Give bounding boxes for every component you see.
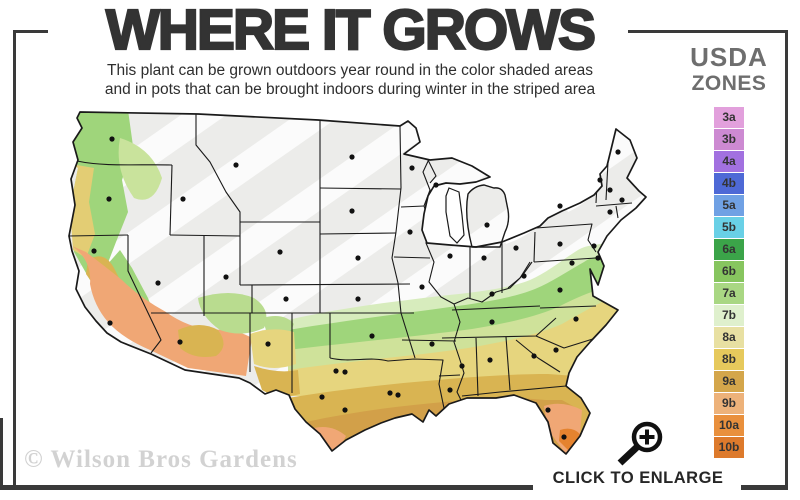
- zone-swatch-10a: 10a: [714, 415, 744, 437]
- zone-label: 4a: [722, 154, 736, 168]
- zone-label: 7b: [721, 308, 736, 322]
- zone-label: 8b: [721, 352, 736, 366]
- frame-top-left: [15, 30, 48, 33]
- zone-label: 10b: [718, 440, 740, 454]
- frame-left: [13, 30, 16, 488]
- legend-title-usda: USDA: [690, 42, 768, 72]
- michigan-mitten: [465, 184, 510, 248]
- click-to-enlarge-button[interactable]: CLICK TO ENLARGE: [552, 469, 724, 487]
- frame-right: [785, 30, 788, 488]
- zone-label: 9a: [722, 374, 736, 388]
- zone-label: 3a: [722, 110, 736, 124]
- header: WHERE IT GROWS This plant can be grown o…: [14, 0, 686, 99]
- zone-swatch-5b: 5b: [714, 217, 744, 239]
- zone-label: 6b: [721, 264, 736, 278]
- zone-swatch-9a: 9a: [714, 371, 744, 393]
- subtitle-line-1: This plant can be grown outdoors year ro…: [107, 62, 593, 79]
- zone-label: 9b: [721, 396, 736, 410]
- zone-label: 7a: [722, 286, 736, 300]
- zone-swatch-9b: 9b: [714, 393, 744, 415]
- zone-swatch-6a: 6a: [714, 239, 744, 261]
- zone-label: 3b: [721, 132, 736, 146]
- zone-swatch-3b: 3b: [714, 129, 744, 151]
- zone-swatch-7b: 7b: [714, 305, 744, 327]
- city-dots: [91, 136, 625, 440]
- legend-zones: 3a 3b 4a 4b 5a 5b 6a 6b 7a 7b 8a 8b 9a 9b 10a 10b: [679, 107, 779, 459]
- frame-outer-left-edge: [0, 418, 3, 488]
- zone-label: 8a: [722, 330, 736, 344]
- zone-swatch-4a: 4a: [714, 151, 744, 173]
- page-title: WHERE IT GROWS: [105, 0, 597, 62]
- zone-swatch-5a: 5a: [714, 195, 744, 217]
- usda-zones-legend: USDA ZONES 3a 3b 4a 4b 5a 5b 6a 6b 7a 7b 8a 8b 9a 9b 1…: [679, 44, 779, 459]
- zone-swatch-6b: 6b: [714, 261, 744, 283]
- zone-label: 5b: [721, 220, 736, 234]
- zone-label: 5a: [722, 198, 736, 212]
- frame-bottom-right: [741, 485, 788, 490]
- frame-top-right: [628, 30, 788, 33]
- zone-label: 6a: [722, 242, 736, 256]
- subtitle-line-2: and in pots that can be brought indoors …: [104, 81, 596, 98]
- legend-title: USDA ZONES: [679, 44, 779, 94]
- zone-swatch-10b: 10b: [714, 437, 744, 459]
- lake-michigan: [445, 187, 465, 244]
- zone-swatch-4b: 4b: [714, 173, 744, 195]
- zone-swatch-8a: 8a: [714, 327, 744, 349]
- state-borders: [69, 114, 633, 414]
- legend-title-zones: ZONES: [691, 72, 767, 95]
- zone-swatch-8b: 8b: [714, 349, 744, 371]
- lake-huron: [506, 180, 528, 232]
- zone-label: 10a: [718, 418, 740, 432]
- magnifier-plus-icon[interactable]: [605, 413, 667, 467]
- frame-bottom-left: [0, 485, 533, 490]
- zone-swatch-7a: 7a: [714, 283, 744, 305]
- zone-label: 4b: [721, 176, 736, 190]
- zone-swatch-3a: 3a: [714, 107, 744, 129]
- watermark: © Wilson Bros Gardens: [24, 446, 298, 473]
